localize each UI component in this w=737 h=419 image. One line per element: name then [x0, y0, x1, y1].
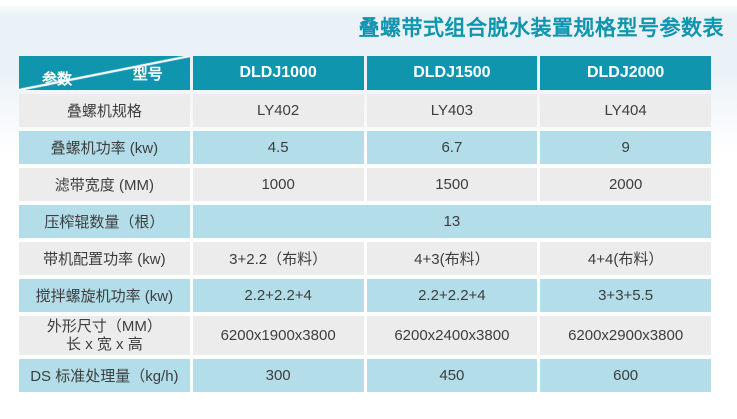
value-cell: 300	[192, 359, 364, 392]
column-header-dldj1000: DLDJ1000	[192, 56, 364, 90]
value-cell: 2000	[540, 168, 711, 201]
corner-param-label: 参数	[42, 71, 73, 88]
value-cell: 9	[540, 131, 711, 164]
value-cell: 6.7	[366, 131, 538, 164]
value-cell: 1500	[366, 168, 538, 201]
value-cell: 4+3(布料）	[366, 242, 538, 275]
page-title: 叠螺带式组合脱水装置规格型号参数表	[358, 17, 724, 40]
table-row: 滤带宽度 (MM) 1000 1500 2000	[19, 168, 711, 201]
value-cell: 600	[540, 359, 711, 392]
table-row: 带机配置功率 (kw) 3+2.2（布料） 4+3(布料） 4+4(布料）	[19, 242, 711, 275]
table-row: DS 标准处理量（kg/h) 300 450 600	[19, 359, 711, 392]
row-label: 外形尺寸（MM）长 x 宽 x 高	[19, 316, 190, 355]
table-row: 搅拌螺旋机功率 (kw) 2.2+2.2+4 2.2+2.2+4 3+3+5.5	[19, 279, 711, 312]
corner-header-cell: 参数 型号	[19, 56, 190, 90]
value-cell: LY402	[192, 94, 364, 127]
column-header-dldj2000: DLDJ2000	[540, 56, 711, 90]
value-cell: 6200x2400x3800	[366, 316, 538, 355]
row-label: 滤带宽度 (MM)	[19, 168, 190, 201]
value-cell: 13	[192, 205, 711, 238]
spec-table-body: 叠螺机规格 LY402 LY403 LY404 叠螺机功率 (kw) 4.5 6.7 9 滤带宽…	[19, 94, 711, 392]
header-row: 参数 型号 DLDJ1000 DLDJ1500 DLDJ2000	[19, 56, 711, 90]
row-label: 搅拌螺旋机功率 (kw)	[19, 279, 190, 312]
value-cell: 450	[366, 359, 538, 392]
value-cell: 6200x1900x3800	[192, 316, 364, 355]
row-label: 带机配置功率 (kw)	[19, 242, 190, 275]
value-cell: 1000	[192, 168, 364, 201]
value-cell: 2.2+2.2+4	[366, 279, 538, 312]
spec-table: 参数 型号 DLDJ1000 DLDJ1500 DLDJ2000 叠螺机规格 LY…	[16, 52, 714, 396]
row-label: 叠螺机规格	[19, 94, 190, 127]
row-label-line1: 外形尺寸（MM）	[46, 317, 162, 335]
table-row: 叠螺机功率 (kw) 4.5 6.7 9	[19, 131, 711, 164]
value-cell: 4.5	[192, 131, 364, 164]
value-cell: 3+3+5.5	[540, 279, 711, 312]
value-cell: 4+4(布料）	[540, 242, 711, 275]
table-row: 叠螺机规格 LY402 LY403 LY404	[19, 94, 711, 127]
value-cell: LY403	[366, 94, 538, 127]
table-row: 压榨辊数量（根） 13	[19, 205, 711, 238]
value-cell: 6200x2900x3800	[540, 316, 711, 355]
row-label: DS 标准处理量（kg/h)	[19, 359, 190, 392]
value-cell: 2.2+2.2+4	[192, 279, 364, 312]
row-label-line2: 长 x 宽 x 高	[66, 335, 143, 353]
value-cell: LY404	[540, 94, 711, 127]
table-row: 外形尺寸（MM）长 x 宽 x 高 6200x1900x3800 6200x2400…	[19, 316, 711, 355]
row-label: 叠螺机功率 (kw)	[19, 131, 190, 164]
corner-model-label: 型号	[132, 66, 163, 83]
value-cell: 3+2.2（布料）	[192, 242, 364, 275]
row-label: 压榨辊数量（根）	[19, 205, 190, 238]
column-header-dldj1500: DLDJ1500	[366, 56, 538, 90]
